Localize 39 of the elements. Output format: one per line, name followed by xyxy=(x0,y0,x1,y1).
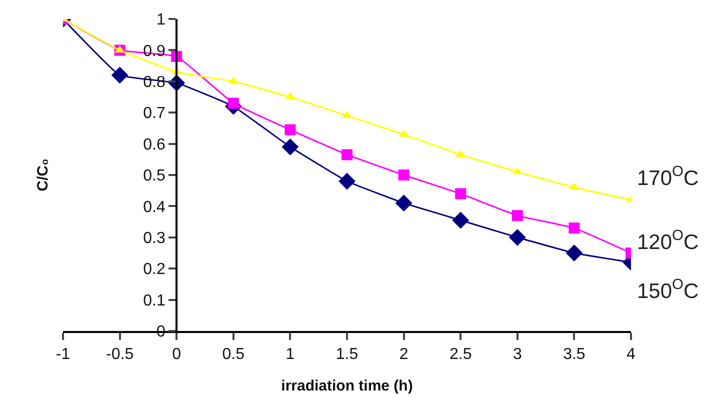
y-tick-label: 0.6 xyxy=(143,136,166,154)
point xyxy=(398,130,409,137)
point xyxy=(568,222,580,234)
point xyxy=(398,170,410,180)
x-axis-title: irradiation time (h) xyxy=(281,378,413,395)
x-tick-label: 2.5 xyxy=(449,346,472,364)
point xyxy=(284,124,296,136)
x-tick-label: 1.5 xyxy=(336,346,358,364)
point xyxy=(569,182,580,190)
series-label: 170$^{O}$C xyxy=(637,164,699,190)
x-tick-label: 3.5 xyxy=(563,346,586,364)
point xyxy=(566,244,583,262)
series-label: 150$^{O}$C xyxy=(637,277,699,303)
y-tick-label: 0.7 xyxy=(143,105,166,122)
x-tick-label: -1 xyxy=(56,346,70,364)
y-axis-title: C/C₀ xyxy=(34,158,52,192)
y-tick-label: 0.3 xyxy=(143,230,166,247)
point xyxy=(512,210,523,222)
y-tick-label: 0.4 xyxy=(143,198,166,216)
series-label: 120$^{O}$C xyxy=(637,228,699,254)
x-tick-label: -0.5 xyxy=(106,346,134,364)
point xyxy=(452,212,470,229)
x-tick-label: 4 xyxy=(626,346,636,364)
y-tick-label: 0.1 xyxy=(143,292,166,310)
x-tick-label: 1 xyxy=(286,346,295,364)
point xyxy=(395,194,412,212)
point xyxy=(455,188,466,200)
point xyxy=(508,228,526,246)
y-tick-label: 0.2 xyxy=(143,261,166,278)
point xyxy=(338,172,356,190)
x-tick-label: 0.5 xyxy=(222,346,245,364)
point xyxy=(282,138,299,156)
y-tick-label: 0.5 xyxy=(143,168,166,185)
x-tick-label: 3 xyxy=(512,346,522,364)
x-tick-label: 0 xyxy=(172,346,182,364)
point xyxy=(342,149,352,160)
x-tick-label: 2 xyxy=(399,346,408,364)
y-tick-label: 1 xyxy=(156,12,166,29)
point xyxy=(111,66,128,84)
